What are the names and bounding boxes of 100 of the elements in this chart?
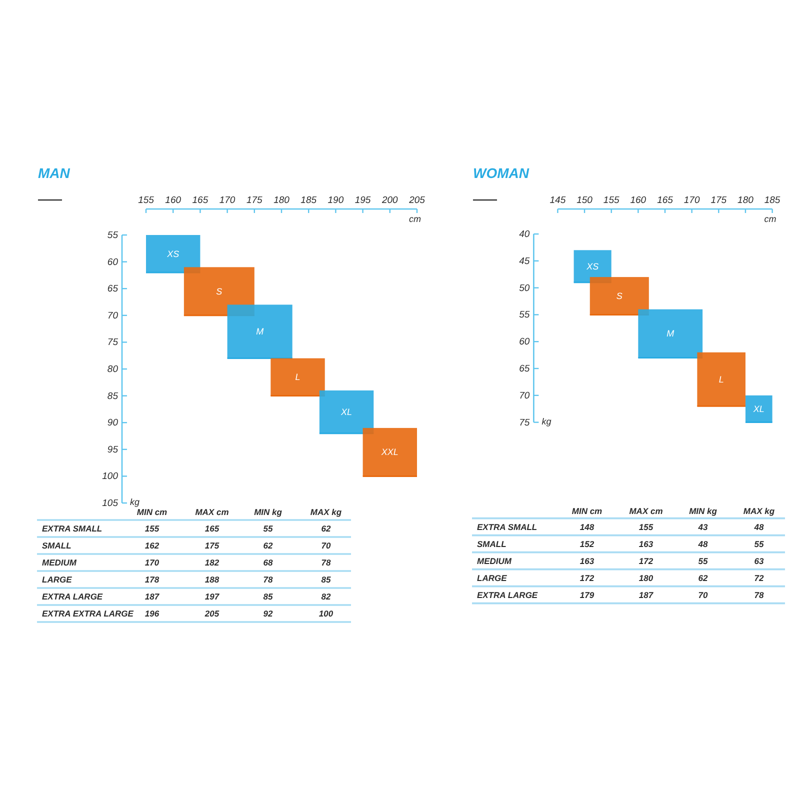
bar	[184, 267, 254, 316]
y-tick-label: 85	[107, 390, 119, 402]
series-label: L	[295, 372, 300, 382]
text: MIN cm	[136, 507, 168, 517]
bar	[319, 390, 374, 434]
x-tick-label: 155	[138, 195, 155, 206]
y-tick-label: 70	[519, 390, 530, 402]
series-label: XXL	[380, 447, 398, 458]
text: MIN kg	[254, 507, 283, 517]
series-label: XL	[340, 406, 352, 417]
x-tick-label: 155	[603, 195, 620, 206]
data-label: 68	[263, 558, 273, 568]
y-tick-label: 75	[107, 337, 119, 348]
y-tick-label: 90	[107, 418, 119, 429]
bar	[745, 395, 772, 422]
series-label: S	[616, 290, 622, 301]
data-label: 78	[754, 590, 764, 600]
data-label: 62	[263, 540, 273, 550]
bar	[270, 358, 325, 396]
y-tick-label: 60	[107, 256, 119, 268]
x-tick-label: 165	[657, 195, 674, 206]
data-label: 172	[638, 556, 654, 566]
data-label: 70	[698, 590, 708, 600]
data-label: 175	[204, 540, 220, 550]
text: MAX kg	[310, 507, 342, 517]
y-axis-title: kg	[130, 497, 140, 507]
x-tick-label: 180	[738, 195, 754, 206]
data-label: 178	[144, 574, 160, 584]
data-label: 152	[580, 538, 594, 549]
data-label: 55	[754, 538, 764, 549]
y-tick-label: 55	[107, 230, 119, 241]
category-label: SMALL	[42, 540, 72, 550]
data-label: 85	[321, 574, 331, 584]
data-label: 62	[321, 524, 331, 534]
data-label: 70	[321, 540, 331, 550]
x-tick-label: 170	[219, 195, 236, 206]
x-tick-label: 180	[274, 195, 290, 206]
data-label: 62	[698, 572, 708, 583]
category-label: LARGE	[477, 572, 508, 583]
y-tick-label: 70	[107, 310, 119, 322]
category-label: EXTRA LARGE	[477, 590, 538, 600]
x-tick-label: 165	[192, 195, 209, 206]
data-label: 187	[144, 592, 160, 602]
y-tick-label: 105	[102, 498, 119, 509]
series-label: XS	[586, 261, 599, 272]
y-tick-label: 45	[519, 256, 530, 267]
data-label: 43	[697, 522, 708, 532]
y-axis-title: kg	[542, 416, 552, 426]
y-tick-label: 65	[519, 364, 530, 374]
data-label: 188	[204, 574, 220, 584]
x-tick-label: 170	[684, 195, 700, 206]
x-tick-label: 190	[328, 195, 344, 206]
x-tick-label: 160	[165, 195, 182, 206]
data-label: 172	[580, 572, 594, 583]
data-label: 48	[753, 522, 764, 532]
text: MAX kg	[743, 506, 776, 516]
text: MIN cm	[572, 506, 603, 516]
x-tick-label: 160	[630, 195, 647, 206]
category-label: EXTRA SMALL	[477, 522, 538, 532]
bar	[697, 352, 746, 406]
series-label: XS	[166, 248, 180, 259]
x-axis-title: cm	[409, 214, 422, 224]
x-tick-label: 175	[246, 195, 264, 206]
category-label: MEDIUM	[42, 558, 78, 568]
data-label: 72	[754, 572, 764, 583]
x-tick-label: 175	[710, 195, 728, 206]
data-label: 162	[144, 540, 160, 550]
data-label: 48	[697, 538, 708, 549]
y-tick-label: 75	[519, 417, 530, 428]
x-tick-label: 195	[354, 195, 372, 206]
data-label: 179	[580, 590, 594, 600]
category-label: EXTRA EXTRA LARGE	[42, 608, 134, 618]
y-tick-label: 95	[107, 444, 119, 456]
data-label: 63	[754, 556, 764, 566]
bar	[590, 277, 649, 315]
chart-title: MAN	[38, 165, 71, 181]
data-label: 205	[204, 608, 220, 618]
text: MAX cm	[629, 506, 664, 516]
data-label: 170	[144, 558, 160, 568]
x-tick-label: 145	[550, 195, 566, 206]
x-tick-label: 150	[576, 195, 594, 206]
series-label: M	[666, 328, 675, 339]
category-label: EXTRA SMALL	[42, 524, 102, 534]
chart-title: WOMAN	[473, 165, 530, 181]
data-label: 196	[144, 608, 160, 618]
y-tick-label: 65	[107, 284, 119, 295]
series-label: M	[256, 326, 264, 336]
data-label: 92	[263, 608, 273, 618]
y-tick-label: 80	[107, 364, 119, 375]
series-label: XL	[752, 404, 764, 414]
data-label: 155	[144, 524, 160, 534]
data-label: 100	[318, 608, 334, 618]
text: MAX cm	[195, 507, 230, 517]
series-label: S	[216, 286, 222, 296]
data-label: 187	[638, 590, 654, 600]
data-label: 163	[638, 538, 654, 549]
x-axis-title: cm	[764, 214, 777, 224]
category-label: LARGE	[42, 574, 72, 584]
data-label: 55	[698, 556, 708, 566]
bar	[638, 309, 703, 358]
